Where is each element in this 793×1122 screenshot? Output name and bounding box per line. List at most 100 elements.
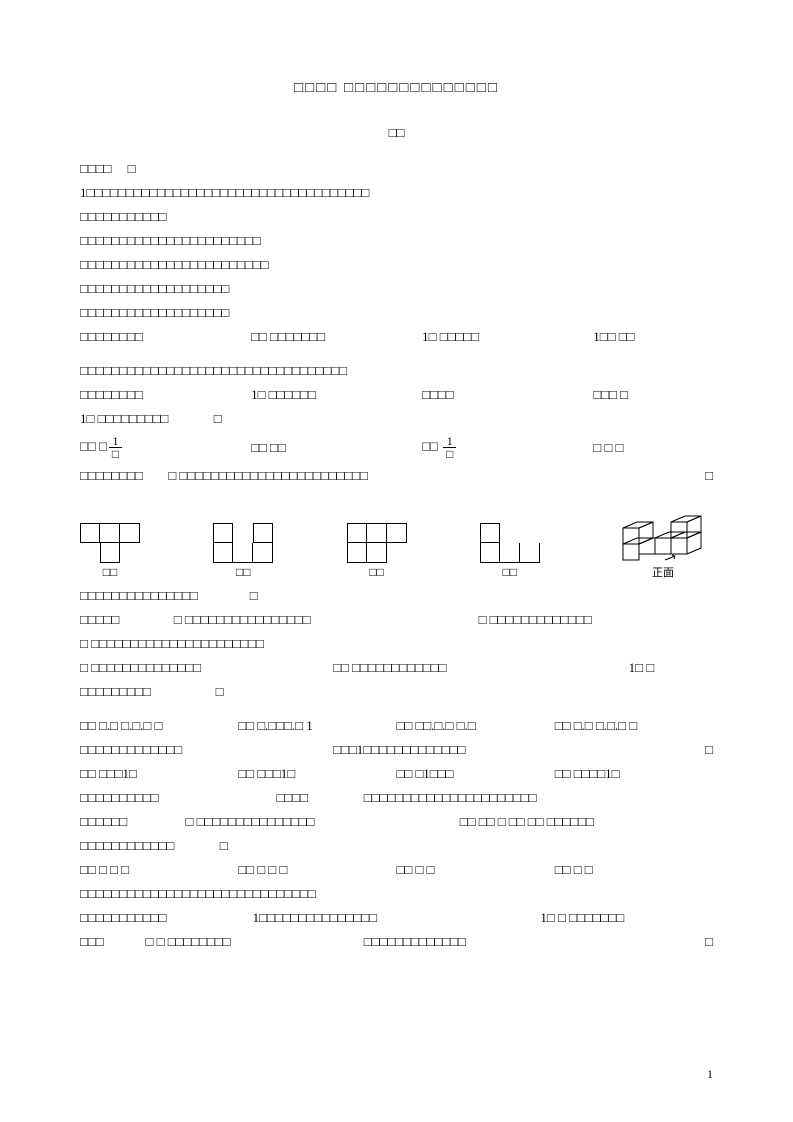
option-b: 1□ □□□□□□ <box>251 387 422 403</box>
text: □□ □ <box>80 438 107 453</box>
text-line: □□□ □ □ □□□□□□□□ □□□□□□□□□□□□□ □ <box>80 934 713 950</box>
text: □ <box>220 838 228 853</box>
option-a: □□ □□□1□ <box>80 766 238 782</box>
text: □□□□□ <box>80 612 174 628</box>
option-a: □□ □ □ □ <box>80 862 238 878</box>
option-a: □□□□□□□□ <box>80 387 251 403</box>
text: □□□ <box>80 934 145 950</box>
shape-b <box>213 523 273 563</box>
document-subtitle: □□ <box>80 125 713 141</box>
text: □□□□□□□□□□□ <box>80 910 253 926</box>
section-label: □□□□ <box>80 161 111 176</box>
text: □ □□□□□□□□□□□□□ <box>479 612 713 628</box>
options-row: □□ □ □ □ □□ □ □ □ □□ □ □ □□ □ □ <box>80 862 713 878</box>
option-b: □□ □□□1□ <box>238 766 396 782</box>
page-number: 1 <box>707 1067 713 1082</box>
question-text: □□□□□□□□□□□□□□□□□□□□□□□□□□□□□□□□□□ <box>80 363 713 379</box>
bullet: □□□□□□□□□□□□□□□□□□□□□□□ <box>80 233 713 249</box>
document-title: □□□□ □□□□□□□□□□□□□□ <box>80 80 713 97</box>
text: □ <box>250 588 258 603</box>
shape-d <box>480 523 540 563</box>
figure-label-front: 正面 <box>652 564 674 580</box>
option-c: □□□□ <box>422 387 593 403</box>
text-line: □□□□□□□□□□□□□□□ □ <box>80 588 713 604</box>
options-row: □□ □.□ □.□.□ □ □□ □.□□□.□ 1 □□ □□.□.□ □.… <box>80 718 713 734</box>
option-a: □□ □1□ <box>80 435 251 460</box>
figure-isometric: 正面 <box>613 504 713 580</box>
text-line: □ □□□□□□□□□□□□□□□□□□□□□□ <box>80 636 713 652</box>
question-text: 1□ □□□□□□□□□ □ <box>80 411 713 427</box>
options-row: □□□□□□□□ 1□ □□□□□□ □□□□ □□□ □ <box>80 387 713 403</box>
question-text: □□□□□□□□□□□□□ □□□1□□□□□□□□□□□□□ □ <box>80 742 713 758</box>
text: □□□□ <box>276 790 363 806</box>
option-c: □□ □□.□.□ □.□ <box>397 718 555 734</box>
text: □□□□□□□□□□ <box>80 790 276 806</box>
section-mark: □ <box>128 161 136 176</box>
text: 1□ □□□□□□□□□ <box>80 411 168 426</box>
text: □ □ □□□□□□□□ <box>145 934 363 950</box>
text: □ <box>691 934 713 950</box>
text: 1□ □ <box>629 660 713 676</box>
page: □□□□ □□□□□□□□□□□□□□ □□ □□□□ □ 1□□□□□□□□□… <box>0 0 793 1122</box>
text: □□□□□□□□□□□□ <box>80 838 174 853</box>
option-a: □□□□□□□□ <box>80 329 251 345</box>
options-row: □□ □□□1□ □□ □□□1□ □□ □1□□□ □□ □□□□1□ <box>80 766 713 782</box>
text: 1□ □ □□□□□□□ <box>540 910 713 926</box>
option-d: □□ □ □ <box>555 862 713 878</box>
shape-c <box>347 523 407 563</box>
figure-intro: □□□□□□□□ □ □□□□□□□□□□□□□□□□□□□□□□□□ □ <box>80 468 713 484</box>
option-d: □□ □□□□1□ <box>555 766 713 782</box>
option-d: □□ □.□ □.□.□ □ <box>555 718 713 734</box>
figures-row: □□ □□ □□ □□ <box>80 504 713 580</box>
text: □□ □□ □ □□ □□ □□□□□□ <box>460 814 713 830</box>
text: □□ □□□□□□□□□□□□ <box>333 660 628 676</box>
text-line: □□□□□□□□□ □ <box>80 684 713 700</box>
option-b: □□ □□ <box>251 440 422 456</box>
figure-label: □□ <box>503 565 518 580</box>
bullet: □□□□□□□□□□□□□□□□□□□□□□□□ <box>80 257 713 273</box>
bullet: □□□□□□□□□□□□□□□□□□□ <box>80 305 713 321</box>
intro-line: 1□□□□□□□□□□□□□□□□□□□□□□□□□□□□□□□□□□□□ <box>80 185 713 201</box>
option-b: □□ □ □ □ <box>238 862 396 878</box>
text: □ □□□□□□□□□□□□□□ <box>80 660 333 676</box>
text-line: □□□□□□□□□□□ 1□□□□□□□□□□□□□□□ 1□ □ □□□□□□… <box>80 910 713 926</box>
isometric-cubes-icon <box>613 504 713 562</box>
text: □ <box>688 742 713 758</box>
shape-a <box>80 523 140 563</box>
option-a: □□ □.□ □.□.□ □ <box>80 718 238 734</box>
text: □□□□□□□□□ <box>80 684 151 699</box>
figure-c: □□ <box>347 523 407 580</box>
figure-label: □□ <box>369 565 384 580</box>
text: □ □□□□□□□□□□□□□□□□ <box>174 612 479 628</box>
figure-label: □□ <box>103 565 118 580</box>
text: □□ <box>422 438 441 453</box>
text-line: □□□□□□□□□□ □□□□ □□□□□□□□□□□□□□□□□□□□□□ <box>80 790 713 806</box>
figure-label: □□ <box>236 565 251 580</box>
denominator: □ <box>443 448 456 460</box>
text: □□□1□□□□□□□□□□□□□ <box>333 742 687 758</box>
section-header: □□□□ □ <box>80 161 713 177</box>
fraction: 1□ <box>109 435 122 460</box>
text: □□□□□□□□ <box>80 468 168 484</box>
intro-line-2: □□□□□□□□□□□ <box>80 209 713 225</box>
option-c: 1□ □□□□□ <box>422 329 593 345</box>
bullet: □□□□□□□□□□□□□□□□□□□ <box>80 281 713 297</box>
option-b: □□ □□□□□□□ <box>251 329 422 345</box>
option-b: □□ □.□□□.□ 1 <box>238 718 396 734</box>
text-line: □□□□□□□□□□□□□□□□□□□□□□□□□□□□□□ <box>80 886 713 902</box>
text: □ <box>214 411 222 426</box>
text-line: □□□□□□□□□□□□ □ <box>80 838 713 854</box>
option-d: 1□□ □□ <box>593 329 713 345</box>
fraction-options-row: □□ □1□ □□ □□ □□ 1□ □ □ □ <box>80 435 713 460</box>
options-row: □□□□□□□□ □□ □□□□□□□ 1□ □□□□□ 1□□ □□ <box>80 329 713 345</box>
option-d: □□□ □ <box>593 387 713 403</box>
text: □□□□□□□□□□□□□ <box>80 742 333 758</box>
text: □□□□□□□□□□□□□□□ <box>80 588 198 603</box>
figure-a: □□ <box>80 523 140 580</box>
text: □ <box>698 468 713 484</box>
text-line: □□□□□ □ □□□□□□□□□□□□□□□□ □ □□□□□□□□□□□□□ <box>80 612 713 628</box>
text: □□□□□□□□□□□□□□□□□□□□□□ <box>364 790 713 806</box>
figure-d: □□ <box>480 523 540 580</box>
text: □□□□□□□□□□□□□ <box>364 934 691 950</box>
fraction: 1□ <box>443 435 456 460</box>
